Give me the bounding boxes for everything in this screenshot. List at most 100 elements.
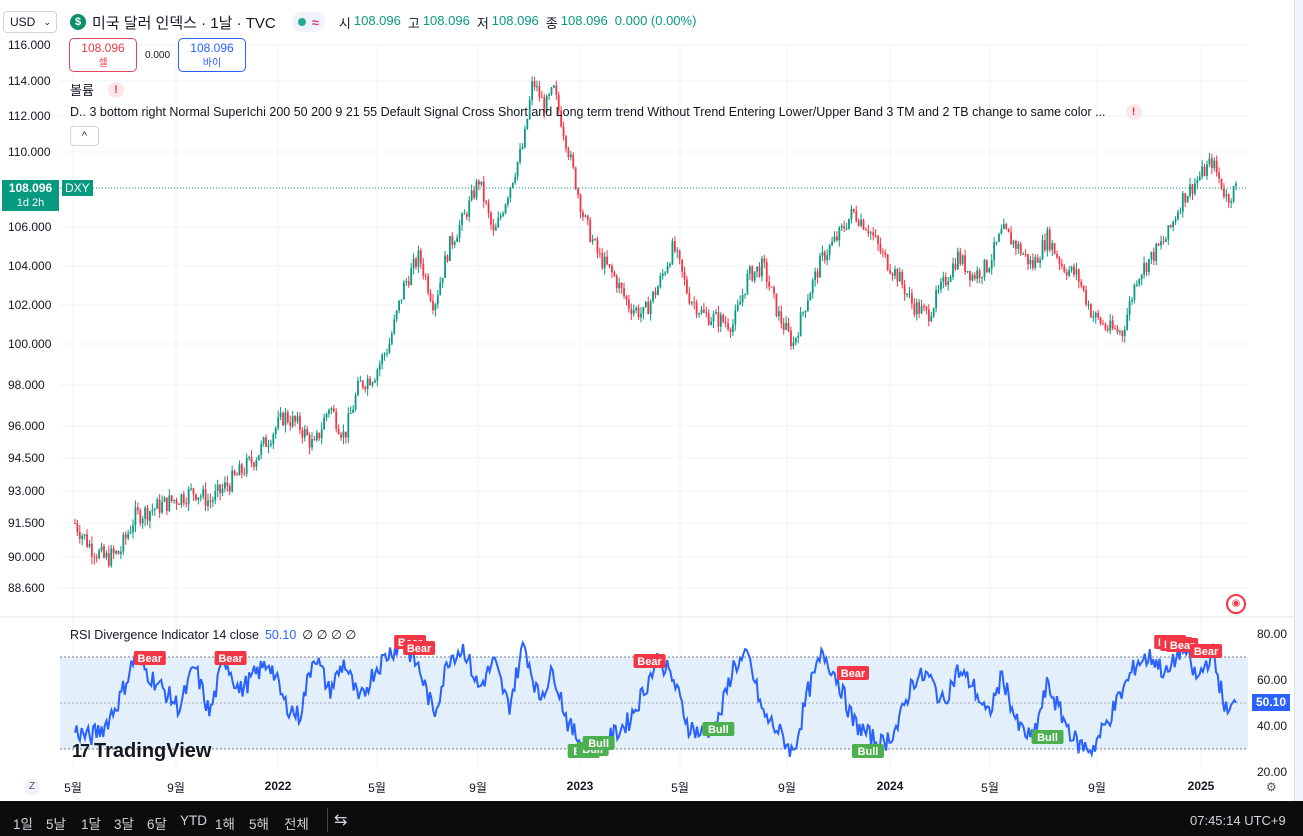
range-button-5[interactable]: YTD [180,813,207,828]
candle-body [765,262,768,282]
candle-body [422,263,425,276]
candle-body [678,250,681,260]
buy-button[interactable]: 108.096 바이 [178,38,246,72]
signal-badge [403,641,436,655]
candle-body [523,129,526,148]
candle-body [1135,284,1138,286]
candle-body [1002,224,1005,230]
candle-body [1080,281,1083,286]
range-button-6[interactable]: 1해 [215,817,235,832]
volume-indicator-legend[interactable]: 볼륨 ! [70,80,124,99]
range-button-3[interactable]: 3달 [114,817,134,832]
timezone-clock[interactable]: 07:45:14 UTC+9 [1190,813,1286,828]
candle-body [906,293,908,295]
candle-body [910,293,913,304]
range-button-1[interactable]: 5날 [46,817,66,832]
wave-icon: ≈ [311,14,319,30]
candle-body [722,314,725,322]
candle-body [591,239,594,242]
candle-body [790,330,792,347]
candle-body [1203,166,1206,176]
candle-body [1123,329,1126,337]
warning-icon[interactable]: ! [1125,104,1142,120]
candle-body [889,269,892,274]
warning-icon[interactable]: ! [107,81,124,98]
candle-body [277,417,280,428]
candle-body [831,241,833,246]
candle-body [1060,264,1063,267]
candle-body [531,81,534,100]
range-button-4[interactable]: 6달 [147,817,167,832]
candle-body [632,310,635,314]
candle-body [565,136,567,149]
candle-body [625,296,628,300]
candle-body [151,509,154,512]
candle-body [676,250,679,252]
candle-body [487,202,490,213]
time-axis-label: 5월 [64,781,82,795]
candle-body [1152,251,1155,261]
tradingview-logo[interactable]: 17 TradingView [72,740,212,762]
market-status[interactable]: ≈ [291,12,325,32]
candle-body [1143,263,1146,275]
chevron-down-icon: ⌄ [43,17,51,27]
candle-body [567,148,570,158]
flag-us-icon[interactable]: ◉ [1226,594,1246,614]
signal-label: Bull [1037,732,1058,744]
candle-body [1184,193,1187,203]
candle-body [918,302,921,314]
candle-body [857,220,860,226]
candle-body [226,482,229,487]
candle-body [352,409,355,413]
range-button-7[interactable]: 5해 [249,817,269,832]
candle-body [823,251,826,261]
candle-body [219,484,221,494]
candle-body [543,97,546,113]
range-button-0[interactable]: 1일 [13,817,33,832]
symbol-title[interactable]: 미국 달러 인덱스 · 1날 · TVC [92,14,276,32]
gear-icon[interactable]: ⚙ [1266,780,1277,794]
collapse-legend-button[interactable]: ^ [70,126,99,146]
candle-body [1087,304,1090,306]
candle-body [100,546,103,551]
price-axis-label: 102.000 [8,298,52,312]
candle-body [1005,224,1008,229]
chart-canvas[interactable]: BearBearBearBearBearBearBearBearBearBear… [0,0,1303,801]
candle-body [122,534,125,552]
signal-label: Bull [708,724,729,736]
candle-body [942,276,945,282]
range-button-2[interactable]: 1달 [81,817,101,832]
candle-body [289,422,292,427]
candle-body [323,417,326,430]
candle-body [700,309,703,314]
candle-body [712,313,715,322]
candle-body [146,507,149,521]
symbol-select-label: USD [10,15,36,29]
candle-body [652,291,654,302]
candle-body [432,300,434,311]
candle-body [366,378,369,390]
sell-button[interactable]: 108.096 셀 [69,38,137,72]
zoom-reset-button[interactable]: Z [24,779,40,795]
candle-body [98,550,101,559]
candle-body [560,110,563,127]
candle-body [267,445,270,447]
time-axis-label: 5월 [671,781,689,795]
symbol-select[interactable]: USD ⌄ [3,11,57,33]
superichi-indicator-legend[interactable]: D.. 3 bottom right Normal SuperIchi 200 … [70,104,1142,120]
candle-body [959,251,962,264]
candle-body [748,266,751,274]
candle-body [666,266,669,273]
candle-body [248,457,251,459]
candle-body [1102,323,1104,325]
candle-body [681,259,684,272]
time-axis-label: 2025 [1187,779,1215,793]
candle-body [209,500,212,502]
candle-body [499,215,502,218]
signal-label: Bear [1170,640,1195,652]
rsi-legend[interactable]: RSI Divergence Indicator 14 close 50.10 ∅ … [70,628,357,642]
candle-body [511,182,514,188]
candle-body [1046,229,1049,251]
date-range-icon[interactable]: ⇆ [334,812,348,829]
range-button-8[interactable]: 전체 [284,817,309,832]
